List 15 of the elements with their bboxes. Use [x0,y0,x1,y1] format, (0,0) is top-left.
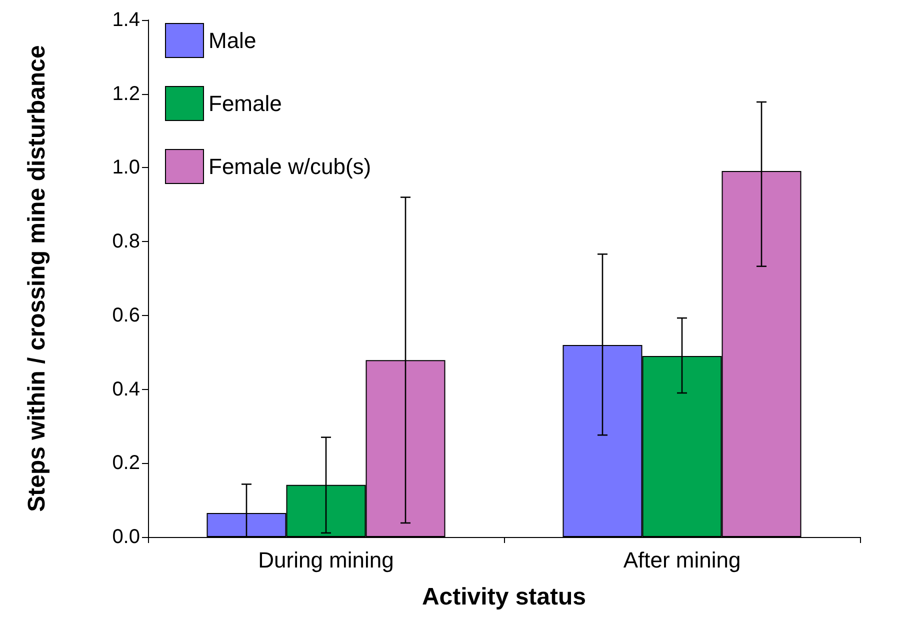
y-tick-label: 0.0 [112,526,140,548]
y-tick-label: 1.4 [112,9,140,31]
y-axis-title: Steps within / crossing mine disturbance [24,45,50,512]
y-tick-label: 0.8 [112,230,140,253]
y-tick-label: 0.6 [112,304,140,326]
y-tick-label: 1.2 [112,82,140,105]
x-tick-label: After mining [623,548,741,572]
legend-label: Female [208,91,282,116]
y-tick-label: 0.2 [112,452,140,474]
legend-label: Male [208,28,256,53]
legend-label: Female w/cub(s) [208,154,372,179]
y-tick-label: 0.4 [112,378,140,400]
x-tick-label: During mining [258,548,394,572]
x-axis-title: Activity status [422,584,586,610]
y-tick-label: 1.0 [112,156,140,179]
